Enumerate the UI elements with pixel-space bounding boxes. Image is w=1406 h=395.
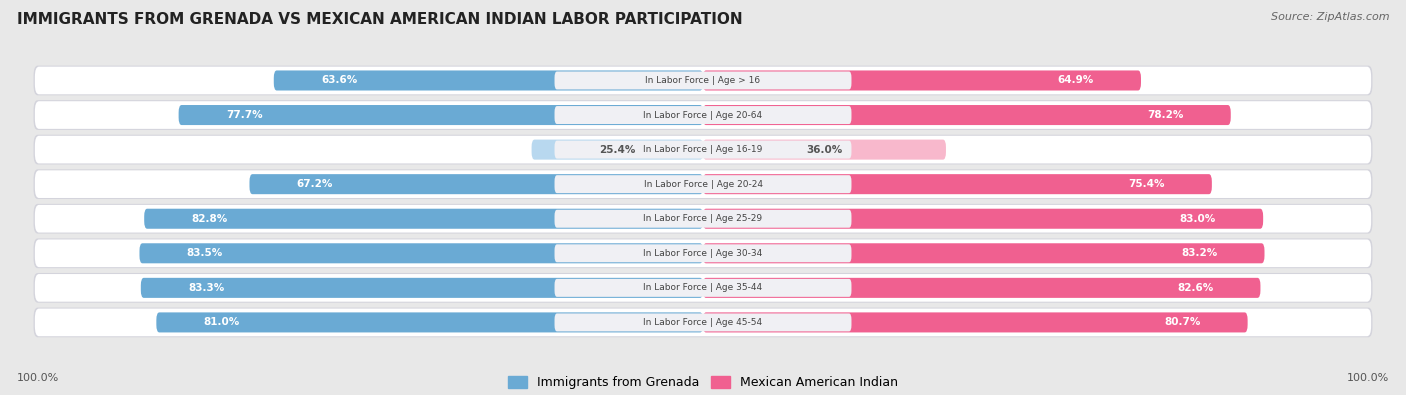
FancyBboxPatch shape [35, 170, 1371, 198]
Text: 63.6%: 63.6% [321, 75, 357, 85]
FancyBboxPatch shape [34, 308, 1372, 337]
FancyBboxPatch shape [34, 169, 1372, 199]
Text: 80.7%: 80.7% [1164, 318, 1201, 327]
FancyBboxPatch shape [554, 141, 852, 158]
Text: 82.6%: 82.6% [1177, 283, 1213, 293]
Text: 83.3%: 83.3% [188, 283, 225, 293]
FancyBboxPatch shape [703, 243, 1264, 263]
FancyBboxPatch shape [34, 204, 1372, 233]
Text: 36.0%: 36.0% [807, 145, 842, 154]
Text: 83.5%: 83.5% [187, 248, 224, 258]
FancyBboxPatch shape [139, 243, 703, 263]
Text: 100.0%: 100.0% [17, 373, 59, 383]
Text: IMMIGRANTS FROM GRENADA VS MEXICAN AMERICAN INDIAN LABOR PARTICIPATION: IMMIGRANTS FROM GRENADA VS MEXICAN AMERI… [17, 12, 742, 27]
Text: 100.0%: 100.0% [1347, 373, 1389, 383]
Text: In Labor Force | Age 20-64: In Labor Force | Age 20-64 [644, 111, 762, 120]
Legend: Immigrants from Grenada, Mexican American Indian: Immigrants from Grenada, Mexican America… [503, 371, 903, 394]
FancyBboxPatch shape [34, 273, 1372, 303]
FancyBboxPatch shape [554, 175, 852, 193]
FancyBboxPatch shape [34, 100, 1372, 130]
FancyBboxPatch shape [703, 209, 1263, 229]
Text: 81.0%: 81.0% [204, 318, 240, 327]
FancyBboxPatch shape [35, 136, 1371, 164]
FancyBboxPatch shape [703, 312, 1247, 333]
FancyBboxPatch shape [35, 67, 1371, 94]
FancyBboxPatch shape [141, 278, 703, 298]
FancyBboxPatch shape [554, 279, 852, 297]
Text: In Labor Force | Age 20-24: In Labor Force | Age 20-24 [644, 180, 762, 189]
FancyBboxPatch shape [249, 174, 703, 194]
FancyBboxPatch shape [703, 278, 1260, 298]
FancyBboxPatch shape [703, 105, 1230, 125]
FancyBboxPatch shape [554, 71, 852, 89]
Text: Source: ZipAtlas.com: Source: ZipAtlas.com [1271, 12, 1389, 22]
FancyBboxPatch shape [703, 70, 1142, 90]
Text: 67.2%: 67.2% [297, 179, 333, 189]
FancyBboxPatch shape [554, 244, 852, 262]
Text: 64.9%: 64.9% [1057, 75, 1094, 85]
FancyBboxPatch shape [145, 209, 703, 229]
FancyBboxPatch shape [274, 70, 703, 90]
FancyBboxPatch shape [34, 66, 1372, 95]
FancyBboxPatch shape [554, 106, 852, 124]
Text: In Labor Force | Age 35-44: In Labor Force | Age 35-44 [644, 283, 762, 292]
FancyBboxPatch shape [35, 308, 1371, 336]
FancyBboxPatch shape [34, 135, 1372, 164]
FancyBboxPatch shape [531, 139, 703, 160]
Text: 77.7%: 77.7% [226, 110, 263, 120]
Text: 82.8%: 82.8% [191, 214, 228, 224]
FancyBboxPatch shape [35, 101, 1371, 129]
Text: In Labor Force | Age 25-29: In Labor Force | Age 25-29 [644, 214, 762, 223]
FancyBboxPatch shape [554, 314, 852, 331]
Text: 83.2%: 83.2% [1181, 248, 1218, 258]
Text: 78.2%: 78.2% [1147, 110, 1184, 120]
Text: In Labor Force | Age > 16: In Labor Force | Age > 16 [645, 76, 761, 85]
Text: 75.4%: 75.4% [1128, 179, 1164, 189]
FancyBboxPatch shape [703, 139, 946, 160]
Text: In Labor Force | Age 16-19: In Labor Force | Age 16-19 [644, 145, 762, 154]
Text: 83.0%: 83.0% [1180, 214, 1216, 224]
Text: In Labor Force | Age 30-34: In Labor Force | Age 30-34 [644, 249, 762, 258]
FancyBboxPatch shape [35, 239, 1371, 267]
FancyBboxPatch shape [179, 105, 703, 125]
Text: In Labor Force | Age 45-54: In Labor Force | Age 45-54 [644, 318, 762, 327]
FancyBboxPatch shape [156, 312, 703, 333]
FancyBboxPatch shape [703, 174, 1212, 194]
FancyBboxPatch shape [34, 239, 1372, 268]
Text: 25.4%: 25.4% [599, 145, 636, 154]
FancyBboxPatch shape [35, 205, 1371, 233]
FancyBboxPatch shape [554, 210, 852, 228]
FancyBboxPatch shape [35, 274, 1371, 302]
